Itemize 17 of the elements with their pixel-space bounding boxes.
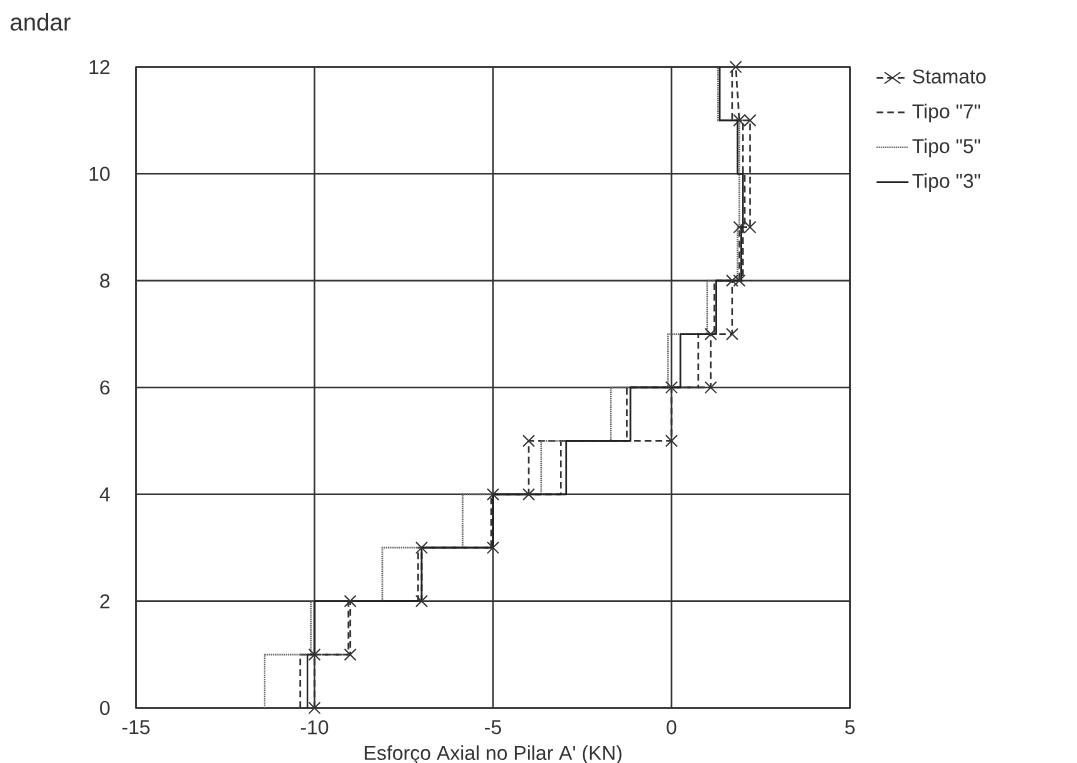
x-tick-label: 5 — [845, 720, 855, 735]
x-tick-label: -10 — [300, 720, 329, 735]
y-tick-label: 10 — [89, 166, 110, 181]
y-axis-title: andar — [10, 13, 71, 31]
x-tick-label: -5 — [484, 720, 502, 735]
y-tick-label: 4 — [99, 487, 110, 502]
y-tick-label: 2 — [100, 594, 110, 609]
legend-label: Tipo "5" — [912, 138, 981, 158]
x-tick-label: -15 — [122, 720, 150, 735]
y-tick-label: 6 — [100, 380, 110, 395]
legend-label: Tipo "3" — [912, 173, 981, 192]
x-tick-label: 0 — [666, 720, 677, 735]
y-tick-label: 12 — [89, 60, 110, 74]
legend-label: Tipo "7" — [912, 103, 981, 123]
y-tick-label: 0 — [100, 700, 110, 716]
y-tick-label: 8 — [100, 273, 110, 288]
legend-label: Stamato — [912, 69, 986, 84]
